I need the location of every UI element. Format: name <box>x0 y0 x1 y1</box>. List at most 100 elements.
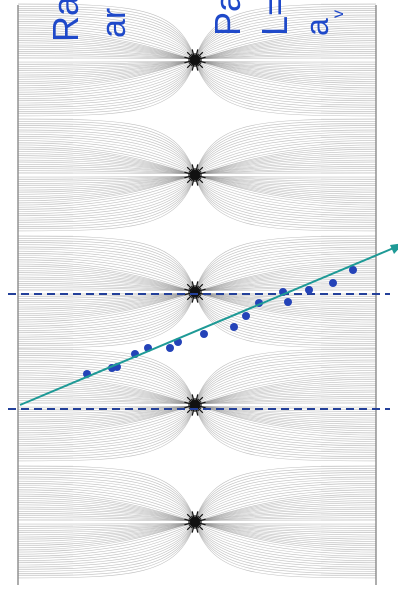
star-burst-icon <box>184 394 206 416</box>
data-point <box>166 344 174 352</box>
field-line <box>17 14 196 59</box>
star-burst-icon <box>184 164 206 186</box>
field-line <box>17 405 196 436</box>
field-line <box>194 61 377 114</box>
field-line <box>194 176 377 223</box>
field-line <box>194 478 377 521</box>
field-line <box>17 242 196 291</box>
field-line <box>17 523 196 579</box>
field-line <box>194 293 377 342</box>
field-line <box>194 176 377 225</box>
field-line <box>194 10 377 59</box>
field-line <box>194 175 377 210</box>
field-line <box>17 123 196 174</box>
field-line <box>194 405 377 440</box>
field-line <box>194 123 377 174</box>
field-line <box>194 61 377 102</box>
field-line <box>194 29 377 60</box>
field-line <box>17 522 196 555</box>
field-line <box>194 406 377 462</box>
field-line <box>17 176 196 223</box>
field-line <box>194 361 377 404</box>
field-line <box>194 8 377 59</box>
field-line <box>17 61 196 106</box>
star-burst-icon <box>184 511 206 533</box>
field-line <box>194 121 377 174</box>
field-line <box>194 259 377 292</box>
field-line <box>17 3 196 59</box>
field-line <box>17 8 196 59</box>
field-line <box>194 244 377 291</box>
field-line <box>17 523 196 564</box>
field-line <box>194 523 377 564</box>
field-line <box>17 176 196 219</box>
field-line <box>17 293 196 340</box>
field-line <box>194 523 377 568</box>
field-line <box>17 351 196 404</box>
field-line <box>194 472 377 521</box>
label-a: a <box>299 18 335 36</box>
field-line <box>17 406 196 459</box>
field-line <box>17 292 196 323</box>
field-line <box>17 523 196 566</box>
field-line <box>17 16 196 59</box>
field-line <box>194 257 377 292</box>
field-line <box>194 61 377 112</box>
field-line <box>194 61 377 106</box>
field-line <box>17 61 196 117</box>
field-line <box>17 127 196 174</box>
field-line <box>194 140 377 175</box>
field-line <box>17 405 196 438</box>
field-line <box>194 61 377 104</box>
field-line <box>17 523 196 572</box>
field-line <box>17 61 196 114</box>
field-line <box>17 60 196 93</box>
field-line <box>194 60 377 95</box>
data-point <box>349 266 357 274</box>
data-point <box>329 279 337 287</box>
field-line <box>194 176 377 229</box>
field-line <box>17 491 196 522</box>
field-line <box>17 176 196 229</box>
core-group <box>184 49 206 533</box>
field-line <box>194 175 377 212</box>
field-line <box>194 118 377 174</box>
field-line <box>194 293 377 344</box>
field-line <box>17 138 196 175</box>
field-line <box>194 351 377 404</box>
field-line <box>194 60 377 91</box>
field-line <box>194 468 377 521</box>
field-line <box>17 468 196 521</box>
field-line <box>17 240 196 291</box>
field-line <box>17 244 196 291</box>
field-line <box>17 176 196 232</box>
field-line <box>194 405 377 442</box>
field-line <box>17 175 196 206</box>
field-line <box>17 60 196 97</box>
field-line <box>194 61 377 108</box>
field-line <box>17 465 196 521</box>
field-line <box>194 142 377 175</box>
field-line <box>194 293 377 346</box>
field-line <box>17 235 196 291</box>
field-line <box>194 368 377 405</box>
field-line <box>194 176 377 227</box>
field-line <box>194 292 377 325</box>
field-line <box>17 176 196 227</box>
field-line <box>194 348 377 404</box>
field-line <box>17 523 196 576</box>
field-line <box>194 131 377 174</box>
field-line <box>17 144 196 175</box>
field-line <box>194 374 377 405</box>
data-point <box>242 312 250 320</box>
field-line <box>194 406 377 449</box>
field-line <box>17 405 196 442</box>
arrow-head-icon <box>390 243 398 254</box>
field-line <box>194 405 377 436</box>
field-line <box>194 293 377 340</box>
field-line <box>194 355 377 404</box>
field-line <box>194 240 377 291</box>
field-line <box>17 18 196 59</box>
field-line <box>194 6 377 59</box>
